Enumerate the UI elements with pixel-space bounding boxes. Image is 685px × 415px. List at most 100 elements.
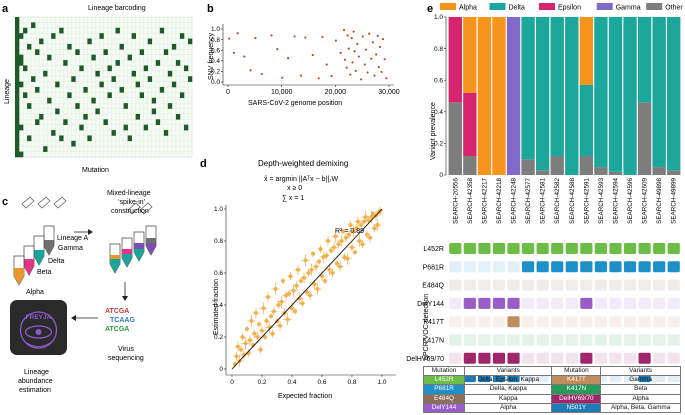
snv-point [346,34,349,37]
bar-segment-other [608,171,623,175]
demix-point [351,229,356,234]
heatmap-cell [667,261,680,273]
y-tick-label: 1.0 [211,26,220,33]
panel-e-y-ticks: 0 0.2 0.4 0.6 0.8 1.0 [434,14,446,179]
bar-segment-epsilon [448,17,462,103]
barcode-cell [23,92,28,99]
demix-point [341,229,345,234]
variants-cell: Delta, Kappa [464,384,553,395]
heatmap-cell [580,352,593,364]
barcode-cell [115,27,120,34]
demix-point [257,322,261,327]
demix-point [365,232,369,237]
heatmap-cell [522,297,535,309]
barcode-cell [15,124,20,131]
demix-point [279,299,284,304]
heatmap-cell [463,261,476,273]
heatmap-row-label: DelHV69/70 [406,356,444,363]
barcode-cell [27,103,32,109]
legend-swatch [539,3,555,10]
demix-point [300,301,305,306]
heatmap-cell [522,334,535,346]
bar-segment-other [550,156,564,175]
heatmap-cell [594,261,607,273]
tube-alpha [13,255,25,286]
heatmap-row-label: E484Q [422,283,444,290]
heatmap-cell [536,243,549,254]
heatmap-cell [623,243,637,254]
mixed-title-line3: construction [111,208,149,215]
variants-cell: Kappa [464,393,553,404]
demix-point [357,239,362,243]
heatmap-cell [609,243,622,254]
x-tick-label: 0 [230,379,234,386]
x-tick-label: 20,000 [325,89,347,96]
demix-point [305,290,309,295]
snv-point [376,34,379,37]
demix-point [312,282,317,287]
snv-point [354,69,357,72]
barcode-cell [167,103,173,109]
snv-point [371,41,374,44]
panel-d-xlabel: Expected fraction [278,393,332,400]
x-tick-label: SEARCH-20556 [452,178,459,224]
heatmap-cell [551,334,564,346]
demix-point [252,331,257,336]
tube-beta [23,245,35,276]
heatmap-cell [478,334,491,346]
demix-point [342,255,347,259]
panel-d-title: Depth-weighted demixing [258,159,348,168]
snv-point [359,78,363,81]
demix-point [254,311,258,315]
barcode-cell [183,124,189,131]
demix-point [356,219,360,224]
demix-point [287,291,291,296]
heatmap-cell [594,334,607,346]
snv-point [270,34,273,37]
demix-point [354,226,359,231]
legend-label: Alpha [459,5,477,12]
heatmap-cell [478,352,491,364]
barcode-cell [151,97,157,104]
bar-segment-delta [521,17,535,160]
x-tick-label: 0.4 [287,379,296,386]
demix-point [372,226,377,231]
barcode-cell [159,87,165,93]
demix-point [288,274,293,279]
demix-point [368,235,372,240]
demix-point [299,279,303,283]
heatmap-cell [492,334,506,346]
demix-point [284,293,288,298]
arrow-head [71,315,76,321]
heatmap-cell [522,279,535,291]
heatmap-cell [507,352,520,364]
table-row: P681R Delta, Kappa K417N Beta [422,384,681,395]
heatmap-cell [463,334,476,346]
barcode-cell [91,97,96,104]
barcode-cell [15,103,20,109]
snv-point [357,55,361,58]
heatmap-cell [536,316,549,328]
demix-point [329,248,333,253]
panel-b-ylabel: SNV frequency [208,32,215,80]
barcode-cell [155,60,161,66]
demix-point [344,235,348,240]
barcode-cell [15,119,20,125]
snv-point [232,51,236,54]
heatmap-cell [551,316,564,328]
barcode-cell [99,81,104,88]
heatmap-cell [667,334,680,346]
panel-a-xlabel: Mutation [82,167,109,174]
barcode-cell [71,76,76,82]
demix-point [350,245,354,250]
bar-segment-other [579,156,594,175]
heatmap-cell [492,261,506,273]
demix-point [258,347,263,352]
bar-segment-other [448,102,462,175]
y-tick-label: 0.6 [211,47,220,54]
panel-a-title: Lineage barcoding [88,5,146,12]
heatmap-cell [580,334,593,346]
heatmap-cell [594,297,607,309]
heatmap-cell [594,243,607,254]
barcode-cell [187,38,193,45]
